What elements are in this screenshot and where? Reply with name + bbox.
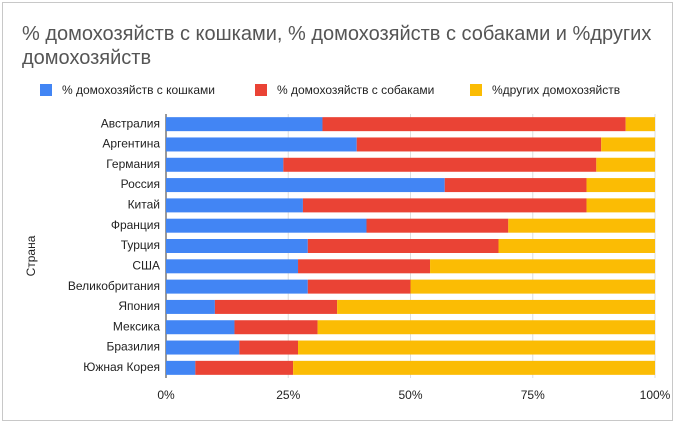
bar-segment <box>234 320 318 335</box>
bar-segment <box>166 340 240 355</box>
y-tick-label: Китай <box>128 198 160 212</box>
bar-segment <box>307 279 411 294</box>
y-tick-label: Австралия <box>101 116 160 130</box>
legend-label: %других домохозяйств <box>492 83 620 97</box>
bar-segment <box>366 218 509 233</box>
bar-segment <box>195 360 294 375</box>
bar-segment <box>166 178 445 193</box>
bar-segment <box>302 198 587 213</box>
bar-segment <box>601 137 655 152</box>
y-tick-label: США <box>132 258 160 272</box>
bar-segment <box>337 299 655 314</box>
bar-segment <box>586 178 655 193</box>
legend-swatch <box>470 84 482 96</box>
bar-segment <box>322 117 626 132</box>
x-tick-label: 25% <box>276 388 300 402</box>
bar-segment <box>356 137 602 152</box>
chart-title: % домохозяйств с кошками, % домохозяйств… <box>22 23 652 69</box>
y-tick-label: Япония <box>118 299 160 313</box>
bar-segment <box>166 137 357 152</box>
bar-segment <box>166 259 299 274</box>
legend-label: % домохозяйств с кошками <box>62 83 215 97</box>
bar-segment <box>166 360 196 375</box>
x-tick-label: 0% <box>157 388 175 402</box>
y-tick-label: Германия <box>106 157 160 171</box>
y-tick-label: Россия <box>121 177 160 191</box>
y-tick-label: Южная Корея <box>83 360 160 374</box>
bar-segment <box>298 340 655 355</box>
bar-segment <box>307 239 499 253</box>
y-tick-label: Бразилия <box>107 340 161 354</box>
bar-segment <box>166 320 235 335</box>
bar-segment <box>317 320 655 335</box>
bar-segment <box>166 157 284 172</box>
bar-segment <box>508 218 655 233</box>
y-tick-label: Аргентина <box>102 137 160 151</box>
bar-segment <box>498 239 655 253</box>
x-tick-label: 75% <box>521 388 545 402</box>
bar-segment <box>214 299 338 314</box>
bar-segment <box>625 117 655 132</box>
bar-segment <box>166 218 367 233</box>
legend-label: % домохозяйств с собаками <box>277 83 434 97</box>
x-tick-label: 100% <box>640 388 671 402</box>
legend-swatch <box>255 84 267 96</box>
y-tick-label: Франция <box>111 218 160 232</box>
y-tick-label: Великобритания <box>68 279 160 293</box>
bar-segment <box>239 340 299 355</box>
y-axis-label: Страна <box>24 235 38 276</box>
bar-segment <box>166 239 308 253</box>
x-tick-label: 50% <box>398 388 422 402</box>
chart-frame <box>2 2 673 421</box>
bar-segment <box>166 198 303 213</box>
bar-segment <box>444 178 587 193</box>
bar-segment <box>430 259 655 274</box>
bar-segment <box>410 279 655 294</box>
bar-segment <box>586 198 655 213</box>
bar-segment <box>283 157 597 172</box>
bar-segment <box>298 259 431 274</box>
y-tick-label: Турция <box>121 238 160 252</box>
bar-segment <box>166 279 308 294</box>
legend-swatch <box>40 84 52 96</box>
y-tick-label: Мексика <box>113 319 160 333</box>
bar-segment <box>596 157 655 172</box>
bar-segment <box>166 299 215 314</box>
bar-segment <box>166 117 323 132</box>
bar-segment <box>293 360 655 375</box>
